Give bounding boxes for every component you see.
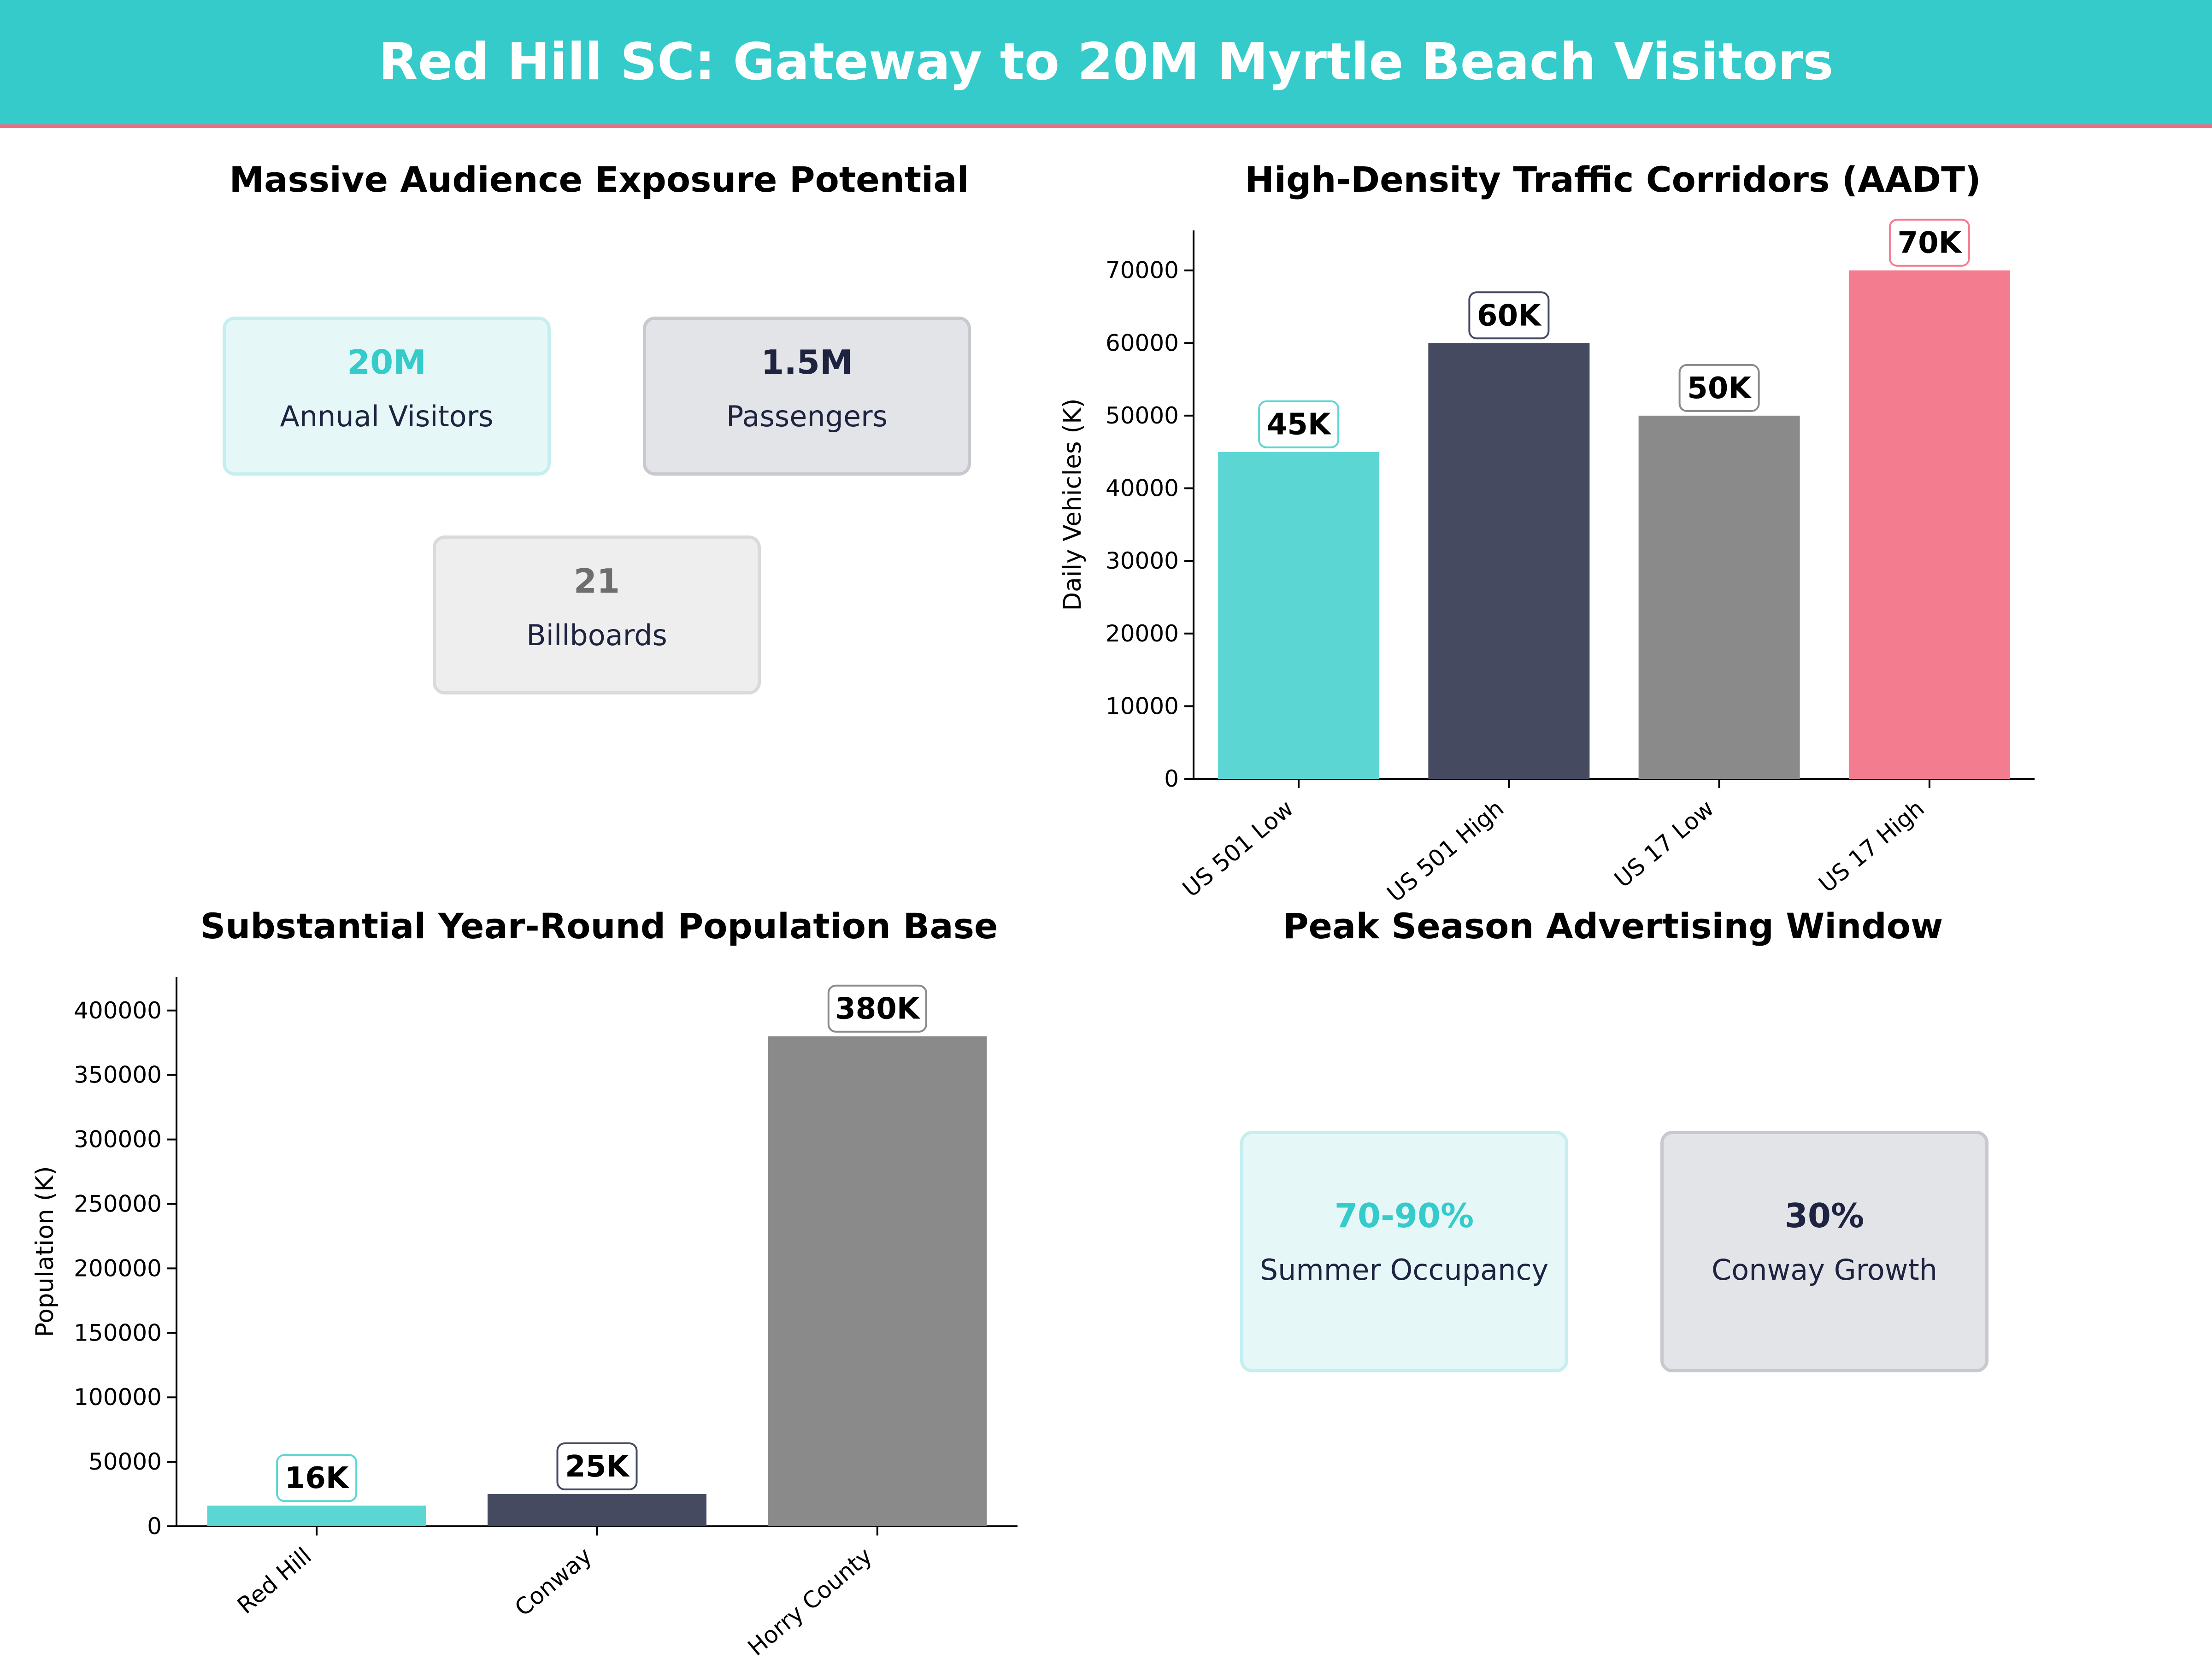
season-panel-title: Peak Season Advertising Window [1282,906,1943,947]
y-tick-label: 0 [147,1513,162,1540]
x-tick-label: Conway [510,1542,597,1622]
x-tick-label: Horry County [743,1542,877,1659]
bar [1428,343,1590,779]
y-tick-label: 0 [1164,765,1179,792]
y-tick-label: 50000 [88,1448,162,1475]
data-label: 16K [285,1461,350,1495]
data-label-box [827,984,927,1033]
y-tick-label: 40000 [1106,475,1179,502]
bar [768,1036,987,1526]
page-title: Red Hill SC: Gateway to 20M Myrtle Beach… [378,32,1834,92]
data-label: 50K [1687,371,1752,406]
y-tick-label: 20000 [1106,620,1179,647]
y-tick-label: 10000 [1106,693,1179,719]
data-label: 45K [1267,408,1332,442]
stat-card-summer-occupancy: 70-90% Summer Occupancy [1240,1131,1568,1372]
stat-label: Billboards [526,618,667,652]
traffic-panel-title: High-Density Traffic Corridors (AADT) [1245,159,1981,200]
bar [1218,452,1380,779]
stat-label: Conway Growth [1711,1253,1938,1287]
bar [1848,270,2010,779]
y-axis-label: Daily Vehicles (K) [1059,398,1087,611]
y-tick-label: 30000 [1106,547,1179,574]
stat-card-billboards: 21 Billboards [433,535,761,694]
data-label: 60K [1477,299,1542,333]
stat-card-passengers: 1.5M Passengers [643,317,971,476]
data-label-box [276,1454,358,1502]
stat-value: 1.5M [761,343,853,382]
y-tick-label: 250000 [74,1190,162,1217]
data-label: 25K [565,1450,630,1484]
y-tick-label: 70000 [1106,257,1179,284]
stat-label: Annual Visitors [280,400,494,433]
stat-card-annual-visitors: 20M Annual Visitors [223,317,551,476]
exposure-panel-title: Massive Audience Exposure Potential [229,159,969,200]
data-label-box [1468,291,1550,340]
bar [1638,415,1800,779]
y-tick-label: 150000 [74,1319,162,1346]
y-axis-label: Population (K) [31,1166,59,1337]
stat-value: 70-90% [1334,1196,1474,1235]
stat-value: 30% [1784,1196,1865,1235]
y-tick-label: 60000 [1106,329,1179,356]
bar [488,1494,706,1526]
x-tick-label: Red Hill [232,1542,317,1619]
data-label-box [556,1442,638,1491]
stat-card-conway-growth: 30% Conway Growth [1660,1131,1988,1372]
stat-value: 20M [347,343,426,382]
y-tick-label: 200000 [74,1255,162,1282]
y-tick-label: 350000 [74,1062,162,1088]
y-tick-label: 50000 [1106,402,1179,429]
data-label: 70K [1898,226,1963,260]
stat-value: 21 [573,562,620,600]
stat-label: Summer Occupancy [1259,1253,1549,1287]
y-tick-label: 100000 [74,1384,162,1411]
y-tick-label: 400000 [74,997,162,1024]
header-banner: Red Hill SC: Gateway to 20M Myrtle Beach… [0,0,2212,128]
y-tick-label: 300000 [74,1126,162,1153]
data-label-box [1888,218,1970,267]
population-panel-title: Substantial Year-Round Population Base [200,906,998,947]
bar [207,1506,426,1526]
data-label-box [1258,400,1340,448]
data-label: 380K [835,992,921,1026]
data-label-box [1678,364,1760,412]
stat-label: Passengers [726,400,888,433]
